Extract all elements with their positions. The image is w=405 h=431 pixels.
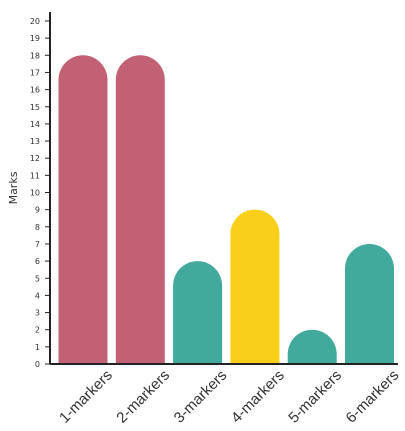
y-tick-label: 6 [35, 257, 40, 266]
y-tick-label: 14 [30, 120, 40, 129]
y-tick-label: 18 [30, 51, 40, 60]
y-tick-label: 9 [35, 206, 40, 215]
y-tick-label: 20 [30, 17, 40, 26]
x-category-label: 6-markers [343, 367, 403, 427]
y-tick-label: 11 [30, 171, 40, 180]
y-tick-label: 1 [35, 343, 40, 352]
y-tick-label: 7 [35, 240, 40, 249]
y-axis-title: Marks [7, 171, 20, 204]
bar-3-markers [173, 261, 223, 364]
bar-2-markers [115, 55, 165, 365]
y-tick-label: 10 [30, 189, 40, 198]
y-tick-label: 12 [30, 154, 40, 163]
y-tick-label: 13 [30, 137, 40, 146]
bar-5-markers [287, 329, 337, 364]
y-tick-label: 8 [35, 223, 40, 232]
y-tick-label: 4 [35, 291, 40, 300]
x-category-label: 5-markers [285, 367, 345, 427]
bar-4-markers [230, 209, 280, 364]
x-category-label: 4-markers [228, 367, 288, 427]
y-tick-label: 16 [30, 86, 40, 95]
bar-6-markers [345, 243, 394, 364]
y-tick-label: 15 [30, 103, 40, 112]
y-tick-label: 5 [35, 274, 40, 283]
y-tick-label: 0 [35, 360, 40, 369]
x-category-label: 2-markers [113, 367, 173, 427]
x-axis-labels: 1-markers2-markers3-markers4-markers5-ma… [56, 367, 402, 427]
bars [58, 55, 394, 365]
y-tick-label: 17 [30, 68, 40, 77]
x-category-label: 3-markers [171, 367, 231, 427]
x-category-label: 1-markers [56, 367, 116, 427]
y-tick-label: 2 [35, 326, 40, 335]
y-tick-label: 19 [30, 34, 40, 43]
y-tick-label: 3 [35, 309, 40, 318]
bar-1-markers [58, 55, 108, 365]
